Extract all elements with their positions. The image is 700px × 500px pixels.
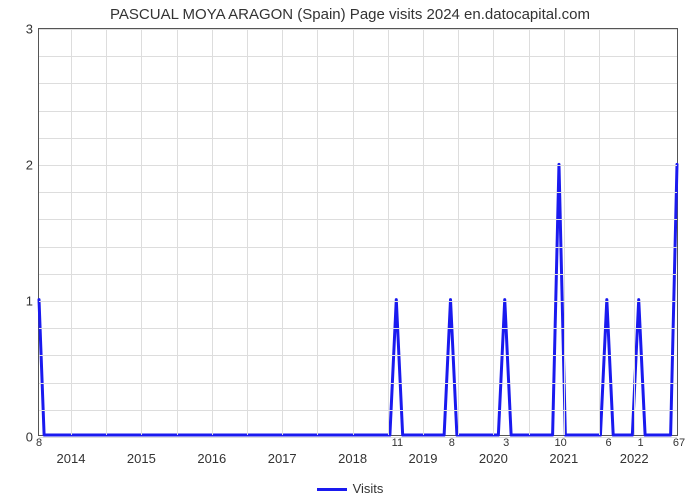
plot-area: 0123201420152016201720182019202020212022… [38, 28, 678, 436]
y-tick-label: 3 [26, 22, 33, 37]
legend-swatch [317, 488, 347, 491]
gridline-horizontal-minor [39, 274, 677, 275]
x-value-label: 8 [449, 437, 455, 449]
gridline-vertical [634, 29, 635, 435]
x-value-label: 3 [503, 437, 509, 449]
x-value-label: 67 [673, 437, 685, 449]
gridline-horizontal-minor [39, 138, 677, 139]
gridline-vertical-minor [317, 29, 318, 435]
gridline-vertical-minor [247, 29, 248, 435]
y-tick-label: 1 [26, 294, 33, 309]
x-tick-label: 2017 [268, 451, 297, 466]
gridline-horizontal [39, 301, 677, 302]
gridline-horizontal-minor [39, 247, 677, 248]
x-value-label: 11 [392, 437, 403, 449]
x-tick-label: 2021 [549, 451, 578, 466]
gridline-horizontal-minor [39, 328, 677, 329]
x-tick-label: 2015 [127, 451, 156, 466]
gridline-vertical [423, 29, 424, 435]
gridline-vertical [141, 29, 142, 435]
gridline-vertical [212, 29, 213, 435]
gridline-horizontal-minor [39, 111, 677, 112]
chart-container: { "chart": { "type": "line", "title": "P… [0, 0, 700, 500]
gridline-vertical [353, 29, 354, 435]
gridline-horizontal-minor [39, 410, 677, 411]
x-tick-label: 2016 [197, 451, 226, 466]
legend: Visits [0, 481, 700, 496]
gridline-vertical-minor [458, 29, 459, 435]
gridline-vertical-minor [599, 29, 600, 435]
gridline-vertical [71, 29, 72, 435]
gridline-horizontal [39, 437, 677, 438]
gridline-horizontal [39, 29, 677, 30]
x-value-label: 8 [36, 437, 42, 449]
gridline-vertical [493, 29, 494, 435]
chart-title: PASCUAL MOYA ARAGON (Spain) Page visits … [0, 6, 700, 23]
gridline-vertical-minor [388, 29, 389, 435]
gridline-vertical-minor [177, 29, 178, 435]
x-value-label: 1 [638, 437, 644, 449]
x-value-label: 10 [554, 437, 566, 449]
gridline-vertical [564, 29, 565, 435]
x-tick-label: 2020 [479, 451, 508, 466]
x-tick-label: 2018 [338, 451, 367, 466]
gridline-horizontal-minor [39, 56, 677, 57]
gridline-horizontal-minor [39, 219, 677, 220]
x-tick-label: 2019 [409, 451, 438, 466]
x-value-label: 6 [606, 437, 612, 449]
y-tick-label: 0 [26, 430, 33, 445]
gridline-vertical-minor [529, 29, 530, 435]
gridline-horizontal-minor [39, 83, 677, 84]
x-tick-label: 2014 [57, 451, 86, 466]
legend-label: Visits [353, 481, 384, 496]
gridline-vertical-minor [106, 29, 107, 435]
line-series [39, 29, 677, 435]
gridline-vertical [282, 29, 283, 435]
gridline-horizontal [39, 165, 677, 166]
gridline-horizontal-minor [39, 355, 677, 356]
y-tick-label: 2 [26, 158, 33, 173]
gridline-horizontal-minor [39, 383, 677, 384]
x-tick-label: 2022 [620, 451, 649, 466]
gridline-horizontal-minor [39, 192, 677, 193]
